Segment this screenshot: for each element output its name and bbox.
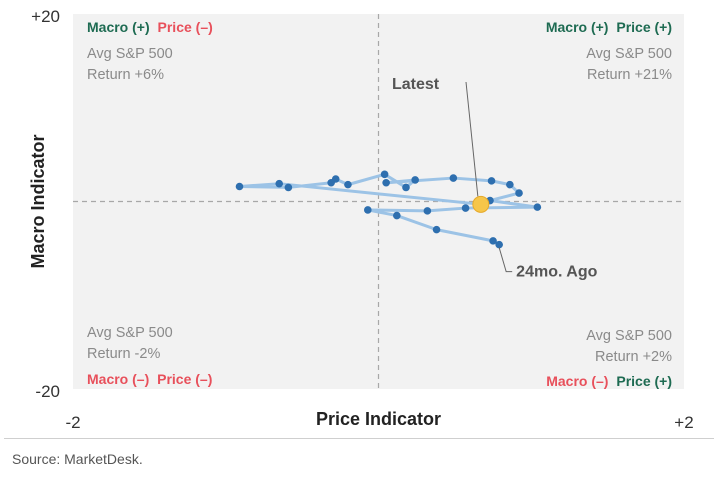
quadrant-bottom-right-header: Macro (–) Price (+): [546, 373, 672, 389]
data-point: [284, 183, 293, 192]
data-point: [364, 206, 372, 214]
quadrant-top-left-header: Macro (+) Price (–): [87, 19, 213, 35]
quadrant-top-left-price: Price (–): [158, 19, 213, 35]
source-note: Source: MarketDesk.: [12, 451, 143, 467]
quadrant-bottom-right-macro: Macro (–): [546, 373, 608, 389]
data-point: [411, 176, 419, 184]
quadrant-scatter-chart: +20 -20 -2 +2 Price Indicator Macro Indi…: [28, 7, 694, 432]
series-line-segment: [384, 178, 417, 185]
data-point: [423, 207, 432, 215]
quadrant-bottom-left-macro: Macro (–): [87, 371, 149, 387]
series-line-segment: [395, 214, 439, 232]
quadrant-bottom-left-stat-line1: Avg S&P 500: [87, 325, 173, 341]
quadrant-bottom-right-price: Price (+): [616, 373, 672, 389]
data-point: [235, 182, 244, 191]
data-point: [432, 225, 441, 234]
data-point: [506, 180, 514, 189]
quadrant-bottom-left-header: Macro (–) Price (–): [87, 371, 212, 387]
quadrant-top-right-header: Macro (+) Price (+): [546, 19, 672, 35]
series-layer: [235, 170, 542, 249]
quadrant-bottom-right-stat-line2: Return +2%: [595, 349, 672, 365]
series-line-segment: [488, 191, 521, 203]
x-axis-title: Price Indicator: [316, 409, 441, 429]
series-line-segment: [366, 208, 429, 213]
quadrant-bottom-left-stat-line2: Return -2%: [87, 346, 160, 362]
data-point: [515, 189, 523, 197]
data-point: [344, 180, 352, 189]
quadrant-bottom-right-stat-line1: Avg S&P 500: [586, 328, 672, 344]
data-point: [487, 177, 496, 185]
series-line-segment: [451, 176, 494, 183]
latest-data-point: [472, 195, 490, 213]
latest-leader-line: [465, 81, 479, 197]
series-line-segment: [383, 172, 408, 189]
data-point: [449, 174, 458, 182]
quadrant-top-right-price: Price (+): [616, 19, 672, 35]
data-point: [489, 237, 497, 245]
quadrant-top-left-stat-line1: Avg S&P 500: [87, 46, 173, 62]
quadrant-bottom-left-price: Price (–): [157, 371, 212, 387]
data-point: [495, 240, 503, 249]
quadrant-top-left-macro: Macro (+): [87, 19, 150, 35]
data-point: [275, 179, 284, 188]
data-point: [327, 178, 335, 187]
data-point: [380, 170, 389, 179]
quadrant-top-left-stat-line2: Return +6%: [87, 67, 164, 83]
data-point: [402, 183, 410, 192]
series-line-segment: [277, 182, 483, 206]
data-point: [533, 203, 542, 211]
y-tick-label-top: +20: [31, 7, 60, 26]
quadrant-top-right-stat-line2: Return +21%: [587, 67, 672, 83]
series-line-segment: [346, 172, 387, 187]
data-point: [461, 204, 470, 212]
quadrant-top-right-stat-line1: Avg S&P 500: [586, 46, 672, 62]
series-line-segment: [237, 182, 281, 188]
y-axis-title: Macro Indicator: [28, 134, 48, 268]
data-point: [382, 178, 390, 187]
series-line-segment: [425, 206, 468, 213]
quadrant-top-right-macro: Macro (+): [546, 19, 609, 35]
series-line-segment: [488, 199, 539, 209]
footer-divider: [4, 438, 714, 439]
data-point: [393, 211, 401, 220]
oldest-leader-line: [498, 247, 513, 273]
x-tick-label-right: +2: [674, 413, 693, 432]
y-tick-label-bottom: -20: [35, 382, 60, 401]
latest-annotation: Latest: [392, 76, 440, 93]
x-tick-label-left: -2: [65, 413, 80, 432]
series-line-segment: [435, 228, 495, 243]
oldest-annotation: 24mo. Ago: [516, 264, 597, 281]
